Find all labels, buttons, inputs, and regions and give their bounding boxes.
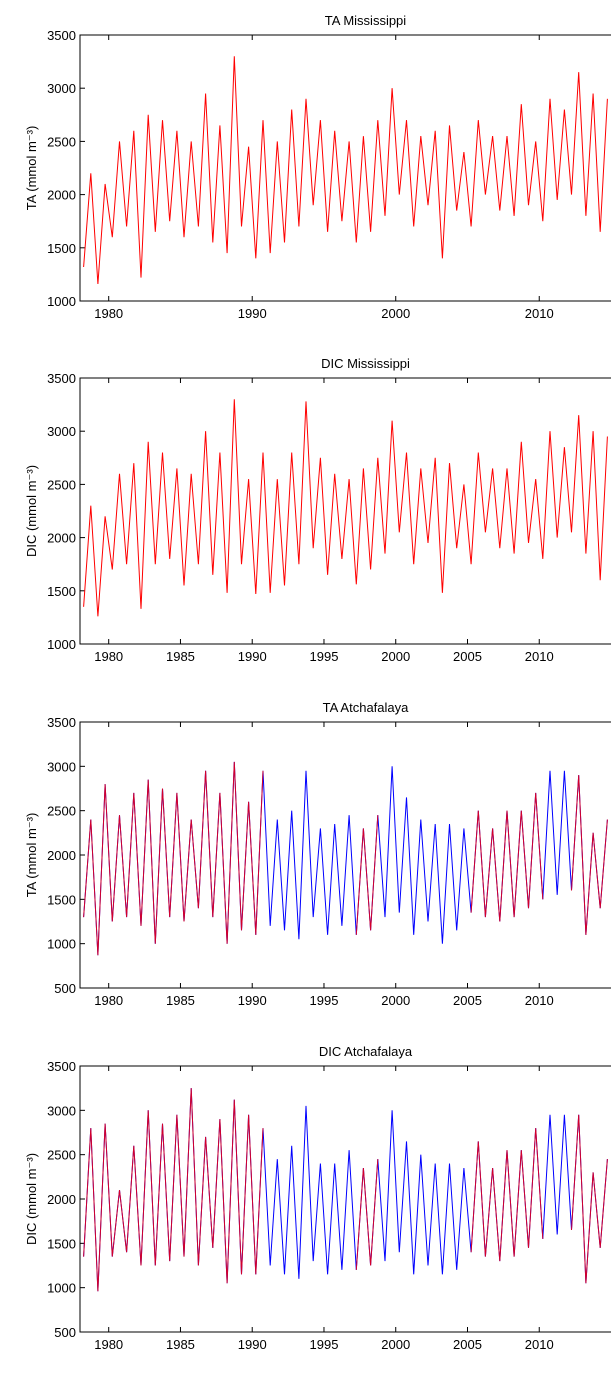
y-axis-label: TA (mmol m⁻³) [24, 813, 39, 898]
y-axis-label: DIC (mmol m⁻³) [24, 465, 39, 557]
axis-frame [79, 377, 611, 645]
x-tick-label: 1985 [166, 993, 195, 1008]
y-tick-label: 3000 [47, 759, 76, 774]
x-tick-label: 2000 [381, 1337, 410, 1352]
y-tick-label: 2500 [47, 134, 76, 149]
y-tick-label: 2500 [47, 1148, 76, 1163]
y-tick-label: 3000 [47, 81, 76, 96]
x-tick-label: 2010 [525, 306, 554, 321]
y-tick-label: 3500 [47, 371, 76, 386]
series-line [83, 56, 608, 285]
series-line [83, 399, 608, 617]
y-tick-label: 3500 [47, 715, 76, 730]
y-tick-label: 2500 [47, 804, 76, 819]
y-tick-label: 500 [54, 981, 76, 996]
y-tick-label: 1500 [47, 892, 76, 907]
chart-title: TA Atchafalaya [323, 700, 410, 715]
x-tick-label: 1990 [238, 306, 267, 321]
x-tick-label: 2010 [525, 993, 554, 1008]
y-tick-label: 2000 [47, 531, 76, 546]
y-tick-label: 3500 [47, 28, 76, 43]
y-tick-label: 1500 [47, 241, 76, 256]
x-tick-label: 1985 [166, 649, 195, 664]
x-tick-label: 2005 [453, 1337, 482, 1352]
x-tick-label: 1980 [94, 1337, 123, 1352]
y-tick-label: 3500 [47, 1059, 76, 1074]
y-tick-label: 1000 [47, 1281, 76, 1296]
y-tick-label: 500 [54, 1325, 76, 1340]
x-tick-label: 2000 [381, 306, 410, 321]
x-tick-label: 1995 [310, 649, 339, 664]
x-tick-label: 1985 [166, 1337, 195, 1352]
y-tick-label: 1500 [47, 1236, 76, 1251]
y-tick-label: 1000 [47, 937, 76, 952]
chart-title: DIC Atchafalaya [319, 1044, 413, 1059]
x-tick-label: 2010 [525, 1337, 554, 1352]
x-tick-label: 1980 [94, 649, 123, 664]
y-tick-label: 1000 [47, 294, 76, 309]
x-tick-label: 1995 [310, 1337, 339, 1352]
x-tick-label: 2000 [381, 993, 410, 1008]
series-line [83, 1088, 608, 1292]
y-tick-label: 2000 [47, 188, 76, 203]
series-line [83, 1088, 608, 1292]
y-tick-label: 2000 [47, 1192, 76, 1207]
y-tick-label: 2000 [47, 848, 76, 863]
y-tick-label: 1000 [47, 637, 76, 652]
x-tick-label: 2000 [381, 649, 410, 664]
axis-frame [79, 34, 611, 302]
x-tick-label: 1990 [238, 1337, 267, 1352]
x-tick-label: 1980 [94, 993, 123, 1008]
chart-title: TA Mississippi [325, 13, 406, 28]
y-tick-label: 3000 [47, 1103, 76, 1118]
chart-title: DIC Mississippi [321, 356, 410, 371]
x-tick-label: 2005 [453, 649, 482, 664]
x-tick-label: 1995 [310, 993, 339, 1008]
x-tick-label: 2005 [453, 993, 482, 1008]
y-tick-label: 3000 [47, 424, 76, 439]
y-tick-label: 1500 [47, 584, 76, 599]
x-tick-label: 1980 [94, 306, 123, 321]
x-tick-label: 1990 [238, 993, 267, 1008]
y-tick-label: 2500 [47, 477, 76, 492]
x-tick-label: 1990 [238, 649, 267, 664]
y-axis-label: DIC (mmol m⁻³) [24, 1153, 39, 1245]
x-tick-label: 2010 [525, 649, 554, 664]
y-axis-label: TA (mmol m⁻³) [24, 126, 39, 211]
series-line [83, 761, 608, 956]
